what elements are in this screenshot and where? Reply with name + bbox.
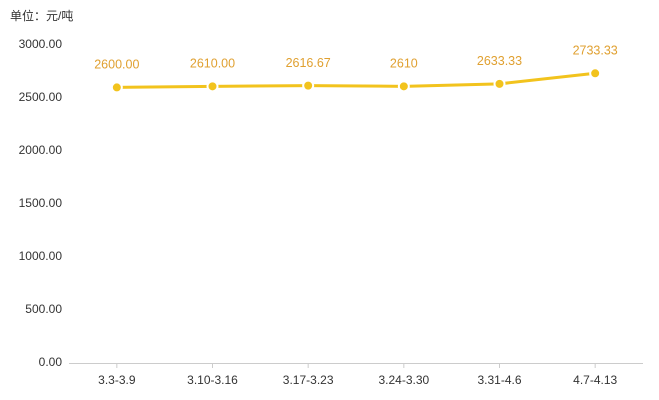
y-tick-label: 1500.00 [19,196,63,210]
point [493,77,506,90]
y-tick-label: 0.00 [39,355,63,369]
point [589,67,602,80]
data-label: 2733.33 [573,44,618,58]
y-tick-label: 1000.00 [19,249,63,263]
y-tick-label: 3000.00 [19,37,63,51]
data-label: 2633.33 [477,54,522,68]
y-tick-label: 2000.00 [19,143,63,157]
line [116,71,596,89]
data-label: 2616.67 [286,56,331,70]
unit-label: 单位：元/吨 [10,8,73,23]
data-label: 2610 [390,57,418,71]
y-tick-label: 500.00 [25,302,62,316]
point [110,81,123,94]
point [397,80,410,93]
x-tick-label: 4.7-4.13 [573,373,617,387]
x-tick-label: 3.3-3.9 [98,373,136,387]
x-tick-label: 3.31-4.6 [477,373,521,387]
data-label: 2610.00 [190,57,235,71]
x-tick-label: 3.24-3.30 [378,373,429,387]
point [206,80,219,93]
y-tick-label: 2500.00 [19,90,63,104]
x-tick-label: 3.17-3.23 [283,373,334,387]
point [302,79,315,92]
x-tick-label: 3.10-3.16 [187,373,238,387]
data-label: 2600.00 [94,58,139,72]
